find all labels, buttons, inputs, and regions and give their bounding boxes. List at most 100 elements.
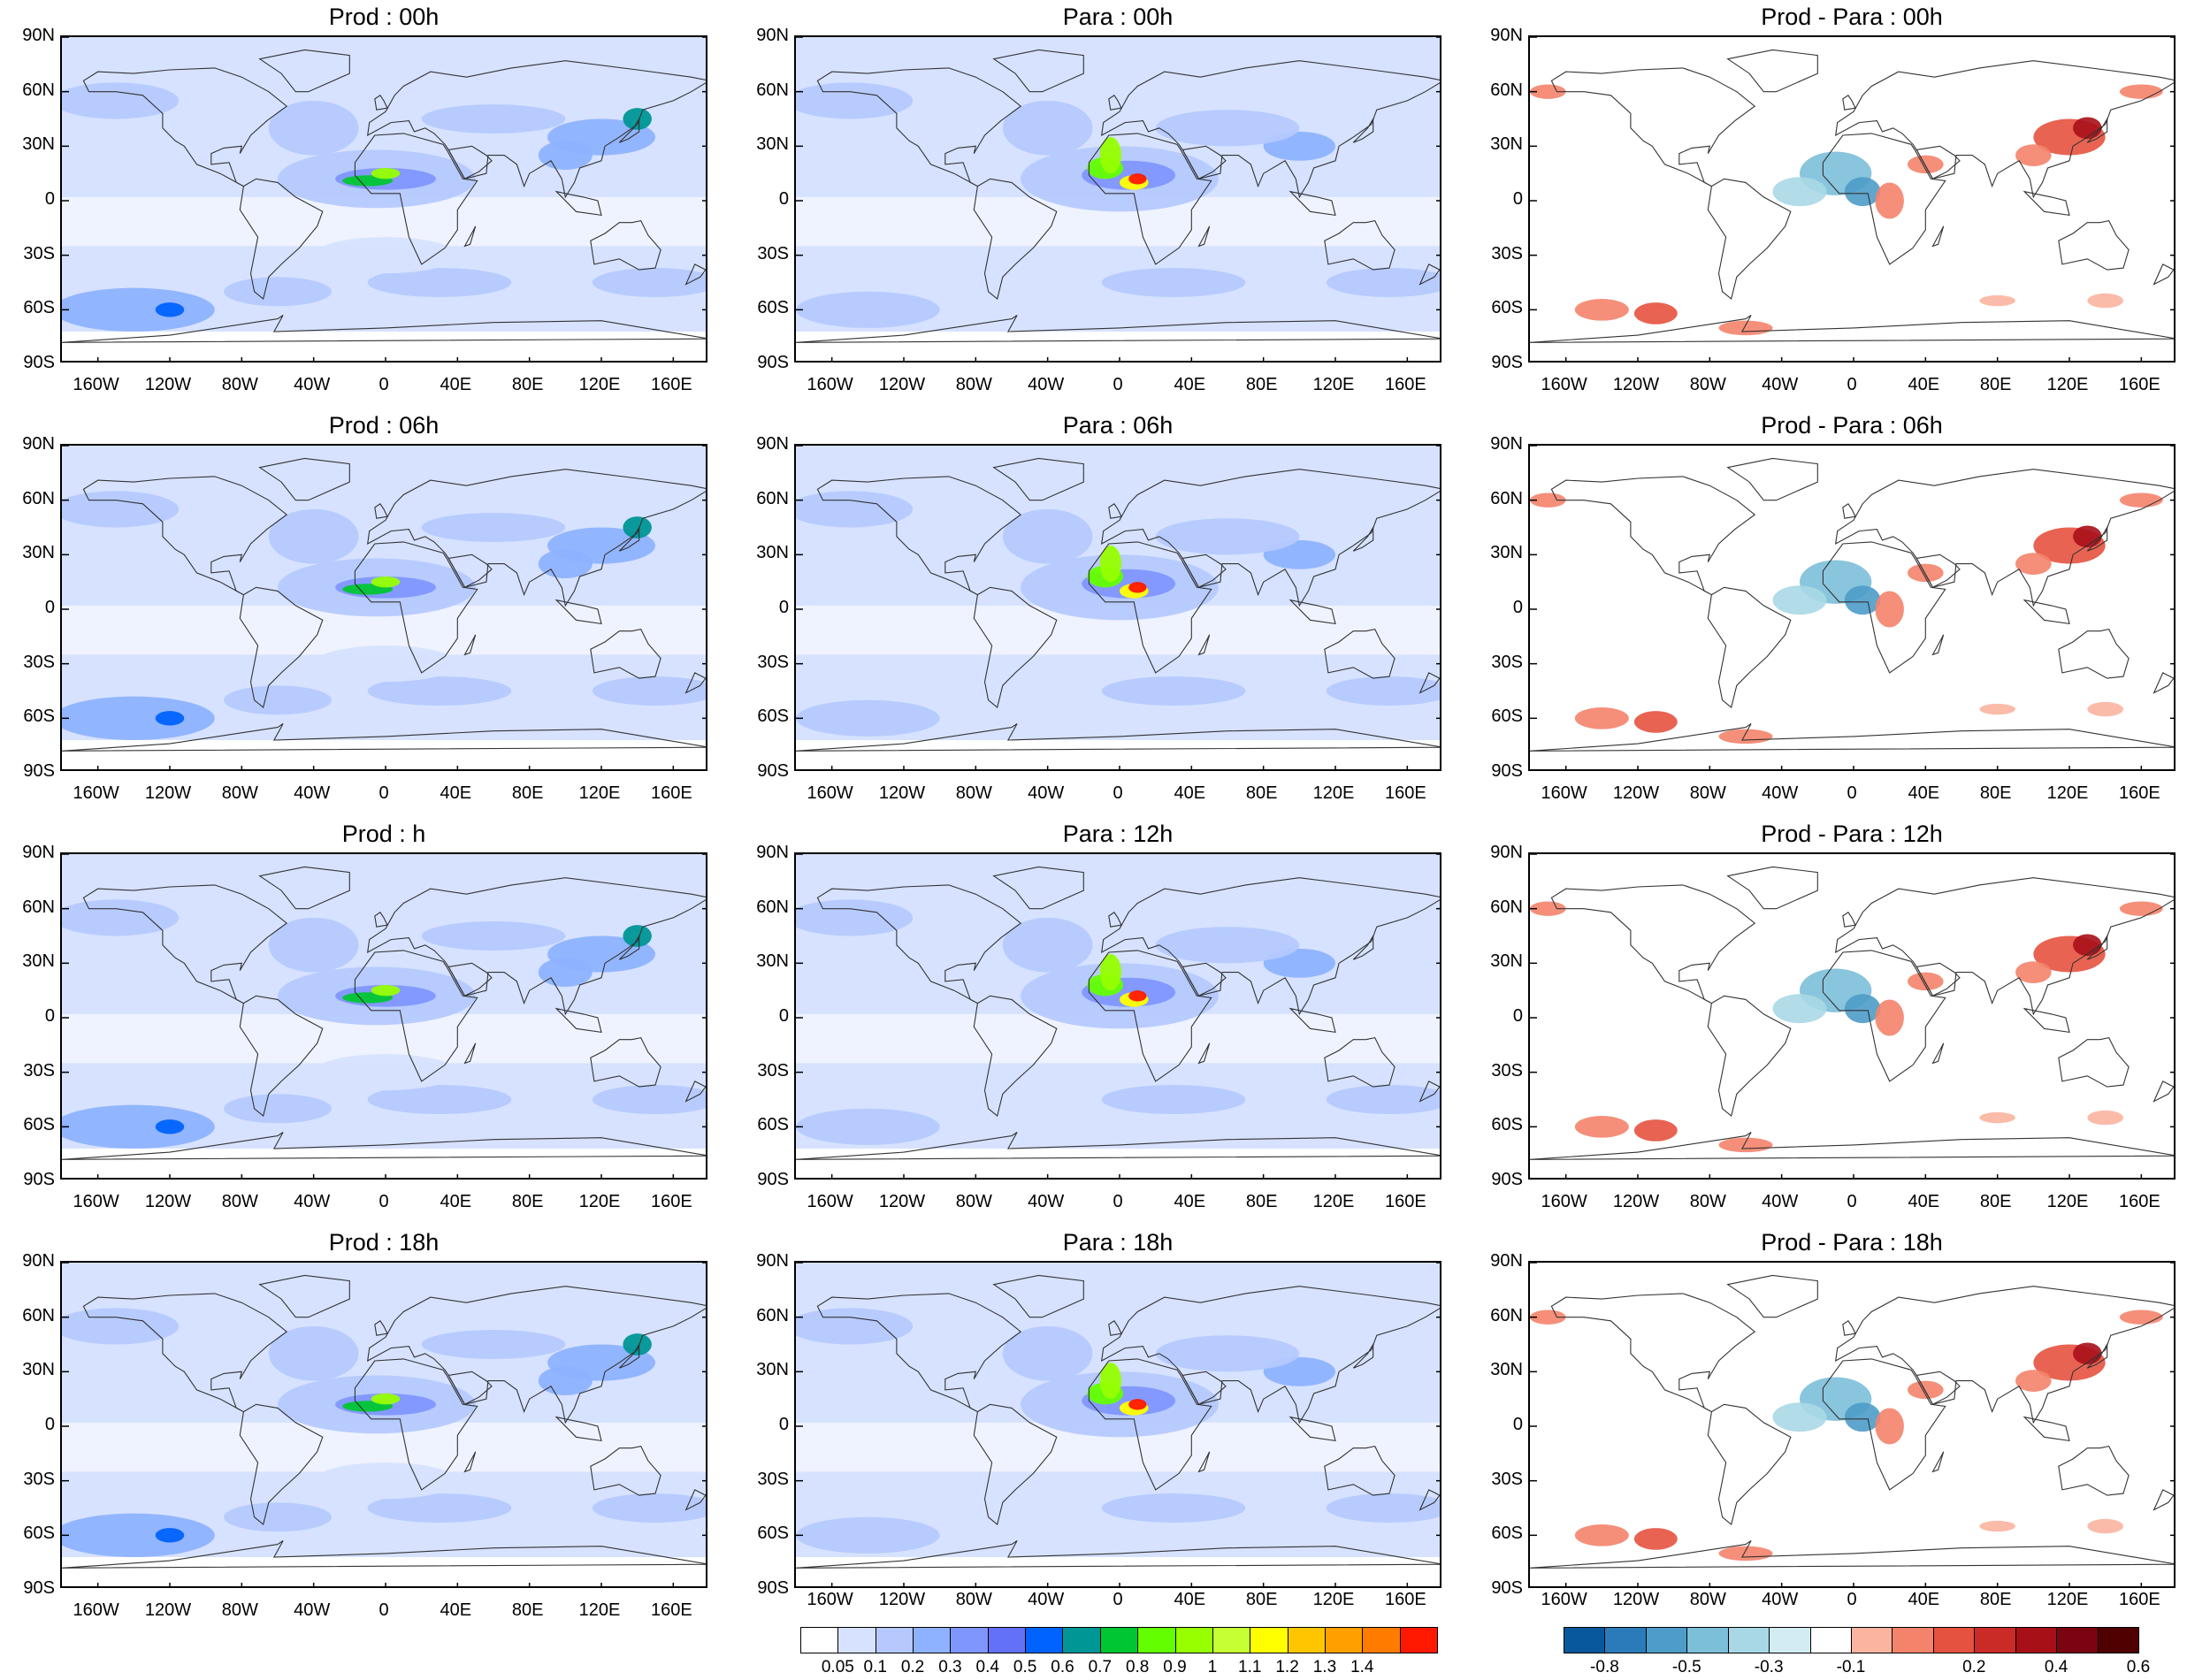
difference-contour-blob [1718,1546,1773,1562]
coastline [1352,1342,1374,1369]
coastline [1324,1445,1396,1496]
lon-tick-label: 40W [294,783,331,803]
lon-tick-label: 40W [294,375,331,394]
lat-tick-label: 0 [778,189,789,209]
panel-title: Prod : 18h [328,1229,440,1256]
coastline [796,1132,1440,1160]
coastline [1835,877,2174,1016]
coastline [1101,469,1440,607]
lat-tick-label: 30N [22,951,55,972]
lon-tick-label: 80E [511,783,544,803]
coastline [2023,1416,2070,1442]
lon-tick-label: 0 [1847,783,1857,803]
coastline [2153,672,2174,694]
map-canvas [62,1263,706,1586]
lon-tick-label: 120W [144,1600,192,1620]
difference-contour-blob [1979,294,2015,307]
difference-contour-blob [1844,994,1881,1024]
difference-contour-blob [1574,299,1629,321]
field-contour-blob [421,104,566,134]
coastline [1835,1286,2174,1424]
colorbar-swatch [950,1627,989,1653]
coastline [258,866,350,910]
map-frame-para [794,444,1441,771]
field-contour-blob [371,577,401,588]
lat-tick-label: 0 [1512,189,1523,209]
difference-contour-blob [2073,525,2102,548]
coastline [258,49,350,93]
field-contour-blob [62,287,215,332]
lon-tick-label: 40W [1028,783,1065,803]
colorbar-tick-label: 0.2 [900,1658,925,1676]
lon-tick-label: 80E [1979,375,2012,394]
colorbar-swatch [1099,1627,1139,1653]
coastline [239,995,324,1117]
lat-tick-label: 90S [1491,761,1523,781]
lon-tick-label: 120W [1612,1590,1660,1609]
lat-tick-label: 0 [44,189,55,209]
coastline [618,1342,640,1369]
coastline [1842,95,1856,111]
lat-tick-label: 60N [756,897,789,917]
coastline [463,634,477,656]
panel-title: Para : 18h [1062,1229,1174,1256]
colorbar-swatch [1062,1627,1101,1653]
coastline [239,178,324,300]
coastline [554,1416,602,1442]
difference-contour-blob [1772,1402,1827,1432]
map-frame-diff [1528,852,2176,1180]
field-contour-blob [1128,990,1147,1002]
coastline [1418,263,1440,286]
coastline [1324,628,1396,679]
lat-tick-label: 90N [756,1251,789,1271]
field-contour-blob [1101,268,1246,297]
field-low-band [62,1557,706,1586]
lat-tick-label: 0 [44,1006,55,1026]
colorbar-swatch [837,1627,876,1653]
lon-tick-label: 120E [1312,1192,1355,1211]
lat-tick-label: 60S [1491,1115,1523,1135]
coastline [1108,912,1122,928]
colorbar-swatch [1564,1627,1606,1653]
panel-title: Prod - Para : 00h [1761,4,1943,30]
coastline [2023,1007,2070,1034]
colorbar-tick-label: 1.3 [1312,1658,1337,1676]
field-contour-blob [538,958,593,988]
colorbar-tick-label: 0.6 [2126,1658,2151,1676]
lat-tick-label: 60S [23,1115,55,1135]
lon-tick-label: 120W [144,1192,192,1211]
difference-contour-blob [1908,155,1944,174]
field-contour-blob [268,100,359,156]
lon-tick-label: 40E [440,1192,472,1211]
map-canvas [1530,854,2174,1178]
coastline [62,1540,706,1569]
difference-contour-blob [2073,934,2102,957]
lon-tick-label: 0 [379,1192,389,1211]
coastline [590,219,661,271]
lat-tick-label: 90S [757,1578,789,1598]
coastline [1842,1320,1856,1336]
coastline [2153,1489,2174,1511]
lon-tick-label: 40W [294,1600,331,1620]
lat-tick-label: 60N [1490,488,1523,508]
coastline [354,1358,478,1491]
map-canvas [796,446,1440,769]
lon-tick-label: 40W [1762,1590,1799,1609]
coastline [1530,315,2174,343]
field-contour-blob [155,711,185,726]
colorbar-swatch [1399,1627,1438,1653]
field-contour-blob [623,516,652,538]
map-frame-prod [60,444,707,771]
coastline [62,723,706,752]
colorbar-tick-label: -0.5 [1671,1658,1701,1676]
coastline [1707,995,1792,1117]
lat-tick-label: 30S [1491,243,1523,263]
coastline [1842,912,1856,928]
coastline [554,190,602,217]
coastline [1088,541,1212,674]
field-contour-blob [1002,917,1093,973]
lat-tick-label: 0 [44,598,55,617]
colorbar-swatch [1974,1627,2016,1653]
coastline [1108,95,1122,111]
panel-title: Prod : 06h [328,412,440,439]
